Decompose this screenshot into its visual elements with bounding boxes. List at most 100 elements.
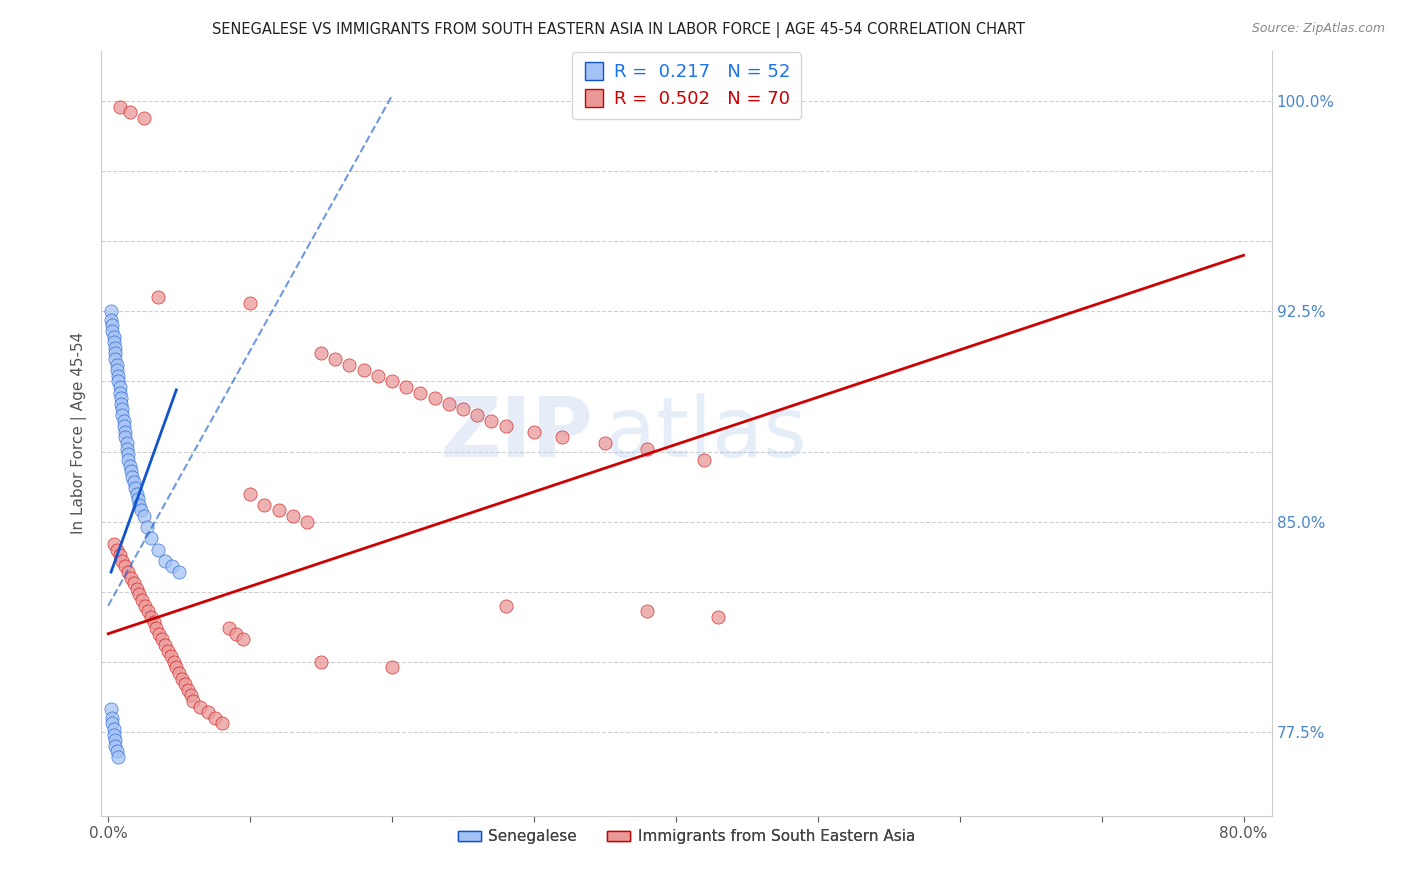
Point [104, 739, 127, 753]
Point [253, 498, 276, 512]
Point [111, 554, 134, 568]
Point [101, 318, 124, 333]
Point [190, 699, 212, 714]
Point [197, 705, 219, 719]
Point [105, 542, 128, 557]
Point [115, 442, 138, 456]
Point [125, 582, 148, 596]
Point [281, 508, 304, 523]
Point [128, 587, 150, 601]
Point [707, 610, 730, 624]
Point [105, 363, 128, 377]
Point [204, 711, 226, 725]
Y-axis label: In Labor Force | Age 45-54: In Labor Force | Age 45-54 [72, 332, 87, 534]
Point [167, 665, 190, 680]
Point [381, 375, 404, 389]
Point [170, 672, 193, 686]
Point [323, 351, 346, 366]
Point [339, 358, 361, 372]
Point [423, 391, 446, 405]
Point [107, 750, 129, 764]
Point [239, 486, 262, 500]
Point [218, 621, 240, 635]
Point [180, 689, 202, 703]
Point [101, 324, 124, 338]
Legend: Senegalese, Immigrants from South Eastern Asia: Senegalese, Immigrants from South Easter… [451, 823, 921, 850]
Point [131, 593, 153, 607]
Point [120, 464, 142, 478]
Point [103, 722, 125, 736]
Point [162, 655, 184, 669]
Point [551, 430, 574, 444]
Point [150, 632, 173, 647]
Point [111, 408, 134, 422]
Text: ZIP: ZIP [440, 392, 593, 474]
Point [183, 694, 205, 708]
Point [139, 532, 162, 546]
Point [239, 296, 262, 310]
Point [159, 649, 181, 664]
Point [122, 475, 145, 490]
Point [295, 515, 318, 529]
Text: SENEGALESE VS IMMIGRANTS FROM SOUTH EASTERN ASIA IN LABOR FORCE | AGE 45-54 CORR: SENEGALESE VS IMMIGRANTS FROM SOUTH EAST… [212, 22, 1025, 38]
Point [148, 626, 170, 640]
Point [132, 508, 155, 523]
Point [110, 397, 132, 411]
Point [156, 643, 179, 657]
Point [523, 425, 546, 439]
Point [114, 425, 136, 439]
Point [103, 537, 125, 551]
Point [409, 385, 432, 400]
Point [176, 682, 198, 697]
Point [127, 492, 149, 507]
Point [118, 105, 141, 120]
Point [117, 565, 139, 579]
Point [107, 368, 129, 383]
Point [105, 744, 128, 758]
Point [114, 430, 136, 444]
Point [353, 363, 375, 377]
Point [146, 542, 169, 557]
Point [128, 498, 150, 512]
Point [232, 632, 254, 647]
Point [153, 554, 176, 568]
Point [167, 565, 190, 579]
Point [495, 599, 517, 613]
Point [105, 358, 128, 372]
Point [381, 660, 404, 674]
Point [132, 111, 155, 125]
Point [134, 599, 156, 613]
Point [122, 576, 145, 591]
Point [117, 447, 139, 461]
Point [225, 626, 247, 640]
Point [114, 559, 136, 574]
Point [104, 733, 127, 747]
Point [153, 638, 176, 652]
Point [124, 481, 146, 495]
Text: atlas: atlas [605, 392, 806, 474]
Point [104, 346, 127, 360]
Point [173, 677, 195, 691]
Point [160, 559, 183, 574]
Point [142, 615, 165, 630]
Point [136, 604, 159, 618]
Point [309, 655, 332, 669]
Point [146, 290, 169, 304]
Point [121, 469, 143, 483]
Point [100, 312, 122, 326]
Point [112, 414, 135, 428]
Point [437, 397, 460, 411]
Point [479, 414, 502, 428]
Point [104, 341, 127, 355]
Point [100, 304, 122, 318]
Point [139, 610, 162, 624]
Point [108, 548, 131, 562]
Point [111, 402, 134, 417]
Point [145, 621, 167, 635]
Point [129, 503, 152, 517]
Text: Source: ZipAtlas.com: Source: ZipAtlas.com [1251, 22, 1385, 36]
Point [108, 100, 131, 114]
Point [165, 660, 187, 674]
Point [103, 728, 125, 742]
Point [112, 419, 135, 434]
